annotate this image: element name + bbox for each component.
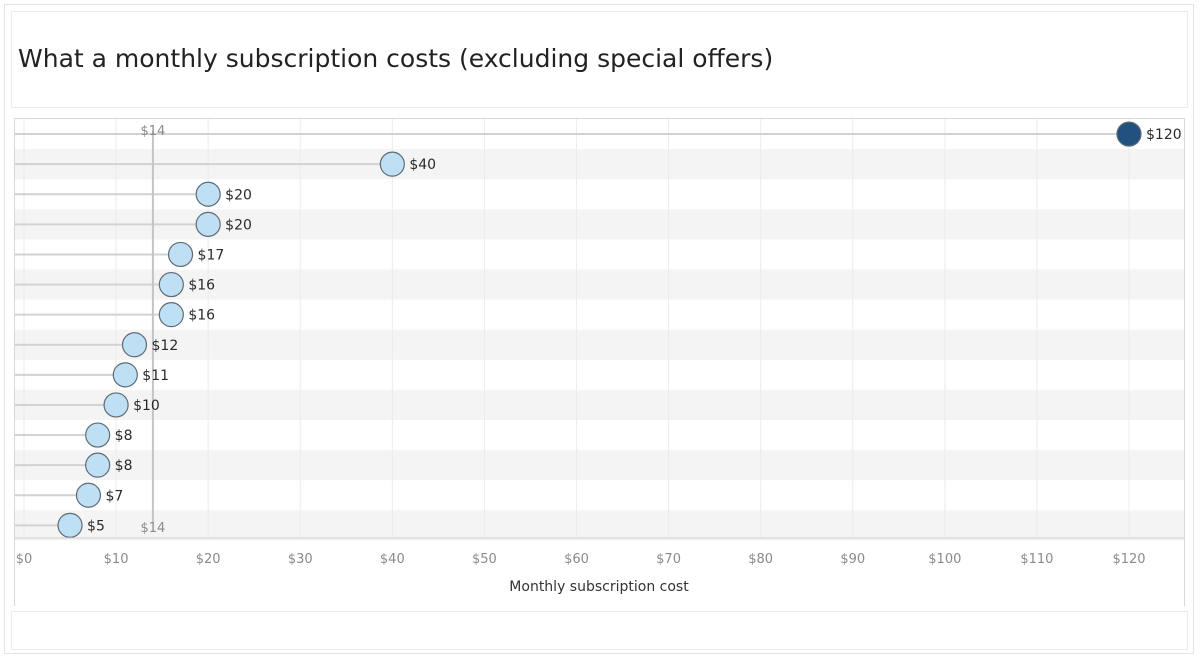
value-label: $40	[409, 157, 436, 173]
x-tick-label: $100	[928, 552, 961, 567]
row-band	[15, 329, 1184, 360]
reference-line-group: $14 $14	[141, 124, 166, 536]
x-tick-label: $30	[288, 552, 313, 567]
x-tick-label: $110	[1020, 552, 1053, 567]
x-tick-label: $40	[380, 552, 405, 567]
value-labels: $120$40$20$20$17$16$16$12$11$10$8$8$7$5	[87, 127, 1182, 534]
value-label: $7	[105, 488, 123, 504]
x-tick-label: $10	[104, 552, 129, 567]
x-tick-label: $90	[840, 552, 865, 567]
chart-panel	[14, 118, 1185, 606]
dashboard-frame	[4, 4, 1194, 654]
data-point	[158, 271, 184, 298]
data-point	[121, 332, 148, 358]
value-label: $12	[152, 338, 179, 354]
x-tick-label: $50	[472, 552, 497, 567]
value-label: $5	[87, 518, 105, 534]
data-point	[112, 362, 138, 388]
x-tick-label: $120	[1112, 552, 1145, 567]
stems	[15, 133, 1129, 527]
chart-title: What a monthly subscription costs (exclu…	[18, 44, 774, 73]
row-bands	[15, 149, 1184, 541]
reference-line-label-top: $14	[141, 124, 166, 139]
value-label: $11	[142, 368, 169, 384]
value-label: $20	[225, 187, 252, 203]
x-tick-label: $60	[564, 552, 589, 567]
data-point	[379, 151, 405, 177]
data-point	[195, 181, 221, 207]
row-band	[15, 450, 1184, 481]
data-point	[75, 482, 102, 508]
x-tick-label: $80	[748, 552, 773, 567]
data-point	[103, 392, 129, 418]
x-tick-label: $20	[196, 552, 221, 567]
x-axis-label: Monthly subscription cost	[509, 579, 689, 595]
x-axis: $0 $10 $20 $30 $40 $50 $60 $70 $80 $90 $100 $110 $12…	[15, 537, 1184, 567]
data-point	[57, 512, 83, 538]
points	[57, 121, 1142, 538]
data-point	[158, 302, 184, 328]
data-point	[195, 211, 221, 237]
row-band	[15, 269, 1184, 300]
title-panel	[11, 11, 1188, 108]
data-point	[167, 241, 194, 268]
data-point	[85, 452, 111, 478]
data-point	[85, 422, 111, 448]
value-label: $16	[188, 278, 215, 294]
value-label: $8	[115, 458, 133, 474]
x-tick-label: $70	[656, 552, 681, 567]
footer-panel	[11, 611, 1188, 650]
data-point	[1116, 121, 1142, 147]
reference-line-label-bottom: $14	[141, 521, 166, 536]
row-band	[15, 510, 1184, 541]
value-label: $20	[225, 217, 252, 233]
value-label: $120	[1146, 127, 1182, 143]
value-label: $17	[198, 247, 225, 263]
value-label: $8	[115, 428, 133, 444]
value-label: $10	[133, 398, 160, 414]
gridlines	[23, 119, 1130, 538]
row-band	[15, 389, 1184, 420]
value-label: $16	[188, 308, 215, 324]
x-tick-label: $0	[16, 552, 33, 567]
